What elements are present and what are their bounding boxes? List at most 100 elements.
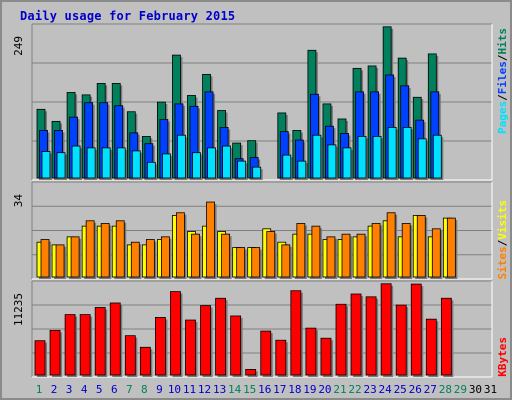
kbytes-bar-day-1	[34, 340, 46, 376]
pages-bar-day-14	[237, 160, 247, 179]
sites-bar-day-5	[100, 223, 110, 278]
pages-bar-day-8	[146, 161, 156, 179]
legend-sep: /	[496, 54, 509, 61]
kbytes-bar-day-6	[109, 302, 121, 376]
kbytes-bar-day-19	[305, 327, 317, 376]
legend-sep: /	[496, 239, 509, 246]
kbytes-bar-day-4	[79, 314, 91, 376]
sites-bar-day-16	[266, 231, 276, 278]
kbytes-bar-day-15	[245, 368, 257, 376]
pages-bar-day-25	[402, 126, 412, 179]
chart-title: Daily usage for February 2015	[20, 9, 236, 23]
kbytes-bar-day-3	[64, 314, 76, 376]
pages-bar-day-24	[387, 126, 397, 179]
kbytes-bar-day-10	[170, 291, 181, 376]
sites-bar-day-24	[386, 212, 396, 278]
sites-bar-day-15	[251, 247, 261, 278]
sites-bar-day-13	[221, 233, 231, 278]
kbytes-bar-day-2	[49, 329, 61, 376]
day-label-24: 24	[379, 383, 393, 396]
sites-bar-day-14	[236, 247, 246, 278]
kbytes-bar-day-5	[94, 307, 106, 376]
middle-ymax-label: 34	[12, 194, 25, 208]
kbytes-bar-day-20	[320, 337, 332, 376]
sites-bar-day-25	[401, 223, 411, 278]
day-label-30: 30	[469, 383, 482, 396]
sites-bar-day-18	[296, 223, 306, 278]
legend-middle: Sites/Visits	[496, 200, 509, 280]
sites-bar-day-22	[356, 233, 366, 278]
kbytes-bar-day-28	[440, 297, 452, 376]
legend-sites: Sites	[496, 246, 509, 279]
kbytes-bar-day-17	[275, 339, 287, 376]
kbytes-bar-day-27	[425, 318, 437, 376]
pages-bar-day-1	[41, 151, 51, 179]
pages-bar-day-27	[432, 134, 442, 179]
legend-files: Files	[496, 61, 509, 94]
day-label-11: 11	[183, 383, 196, 396]
sites-bar-day-19	[311, 225, 321, 278]
day-label-21: 21	[333, 383, 346, 396]
day-label-29: 29	[454, 383, 467, 396]
sites-bar-day-26	[416, 215, 426, 278]
kbytes-bar-day-23	[365, 296, 377, 376]
sites-bar-day-28	[446, 217, 456, 278]
sites-bar-day-3	[70, 236, 80, 278]
sites-bar-day-12	[206, 201, 215, 278]
top-ymax-label: 249	[12, 36, 25, 56]
day-label-25: 25	[394, 383, 407, 396]
kbytes-bar-day-11	[185, 319, 196, 376]
sites-bar-day-7	[130, 241, 140, 278]
pages-bar-day-17	[282, 154, 292, 179]
kbytes-bar-day-21	[335, 303, 347, 376]
pages-bar-day-26	[417, 138, 427, 179]
day-label-31: 31	[484, 383, 497, 396]
day-label-1: 1	[36, 383, 43, 396]
kbytes-bar-day-14	[230, 315, 242, 376]
sites-bar-day-4	[85, 220, 95, 278]
pages-bar-day-11	[192, 152, 201, 179]
kbytes-bar-day-26	[410, 283, 422, 376]
bottom-ymax-label: 11235	[12, 293, 25, 326]
day-label-10: 10	[168, 383, 181, 396]
day-label-13: 13	[213, 383, 226, 396]
pages-bar-day-3	[71, 145, 81, 179]
kbytes-bar-day-24	[380, 283, 392, 376]
pages-bar-day-2	[56, 152, 66, 179]
kbytes-bar-day-9	[154, 317, 166, 376]
pages-bar-day-15	[252, 166, 262, 179]
sites-bar-day-10	[176, 212, 185, 278]
day-label-22: 22	[348, 383, 361, 396]
pages-bar-day-7	[131, 150, 141, 179]
pages-bar-day-23	[372, 136, 382, 179]
sites-bar-day-8	[145, 239, 155, 278]
day-label-20: 20	[318, 383, 331, 396]
pages-bar-day-9	[161, 153, 171, 179]
kbytes-bar-day-25	[395, 304, 407, 376]
sites-bar-day-2	[55, 244, 65, 278]
sites-bar-day-20	[326, 236, 336, 278]
day-label-12: 12	[198, 383, 211, 396]
pages-bar-day-5	[101, 147, 111, 179]
kbytes-bar-day-12	[200, 305, 211, 376]
sites-bar-day-11	[191, 233, 200, 278]
day-label-5: 5	[96, 383, 103, 396]
kbytes-bar-day-7	[124, 335, 136, 376]
sites-bar-day-27	[431, 228, 441, 278]
sites-bar-day-21	[341, 233, 351, 278]
day-label-23: 23	[363, 383, 376, 396]
day-label-2: 2	[51, 383, 58, 396]
day-label-27: 27	[424, 383, 437, 396]
day-label-4: 4	[81, 383, 88, 396]
pages-bar-day-22	[357, 136, 367, 179]
day-label-19: 19	[303, 383, 316, 396]
pages-bar-day-19	[312, 134, 322, 179]
day-label-17: 17	[273, 383, 286, 396]
kbytes-bar-day-8	[139, 346, 151, 376]
pages-bar-day-4	[86, 147, 96, 179]
pages-bar-day-20	[327, 144, 337, 179]
pages-bar-day-6	[116, 147, 126, 179]
day-label-15: 15	[243, 383, 256, 396]
